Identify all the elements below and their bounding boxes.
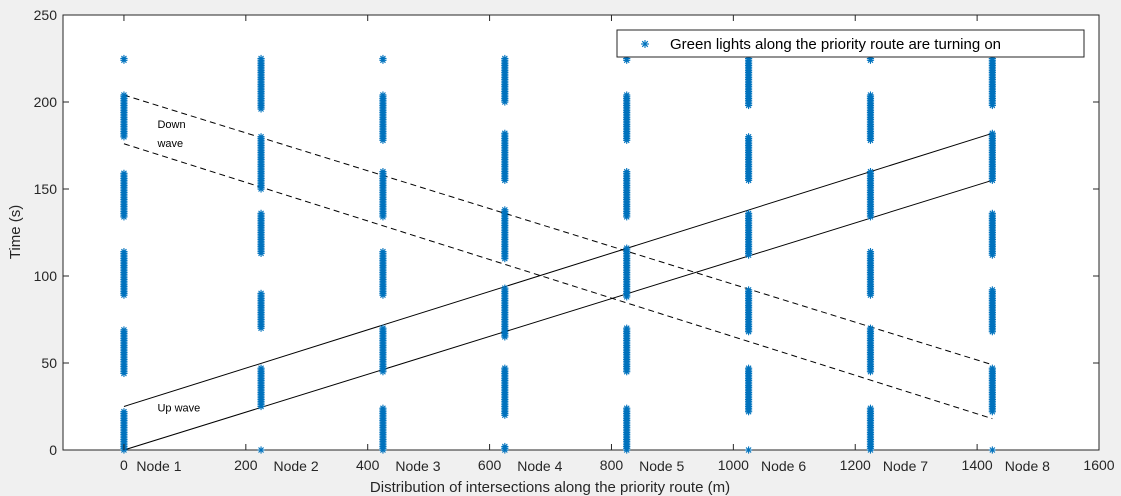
node-label: Node 7 [883,458,928,474]
node-label: Node 3 [395,458,440,474]
green-light-marker [623,324,631,332]
green-light-marker [744,364,753,372]
x-tick-label: 0 [120,457,128,473]
up-wave-lower-line [123,179,993,451]
wave-annotation: Up wave [157,403,200,415]
wave-annotation: wave [156,138,183,150]
green-light-marker [379,324,387,332]
x-tick-label: 1000 [718,457,749,473]
green-light-marker [120,248,128,256]
green-light-marker [257,364,265,372]
green-light-marker [744,209,753,217]
legend-marker-star [641,40,649,48]
node-label: Node 6 [761,458,806,474]
green-light-marker [866,168,875,176]
green-light-marker [501,129,509,137]
green-light-marker [120,326,128,334]
green-light-marker [501,364,509,372]
green-light-marker [501,206,509,214]
green-light-marker [744,133,753,141]
green-light-marker [988,364,996,372]
green-light-marker [623,91,631,99]
green-light-marker [866,324,875,332]
y-tick-label: 50 [41,355,57,371]
green-light-marker [744,446,753,454]
green-light-marker [866,248,875,256]
axis-ticks-layer: 0 50 100 150 200 250 0 200 400 600 800 1000 1200 1400… [34,7,1115,474]
green-light-marker [866,91,875,99]
green-light-marker [501,284,509,292]
green-light-marker [379,248,387,256]
x-tick-label: 800 [600,457,624,473]
x-tick-label: 600 [478,457,502,473]
green-light-marker [379,168,387,176]
green-light-marker [866,404,875,412]
green-light-marker [988,209,996,217]
y-axis-title: Time (s) [7,205,24,259]
green-light-marker [988,286,996,294]
x-tick-label: 1600 [1083,457,1114,473]
green-light-marker [501,54,509,63]
x-tick-label: 1200 [840,457,871,473]
green-light-marker [257,289,265,297]
green-light-marker [744,286,753,294]
down-wave-lower-line [123,143,993,420]
green-light-markers-layer [120,54,996,454]
green-light-marker [379,91,387,99]
node-label: Node 4 [517,458,562,474]
node-label: Node 8 [1005,458,1050,474]
green-light-marker [988,129,996,137]
annotations-layer: Down wave Up wave [156,119,200,415]
green-light-marker [623,244,631,252]
wave-lines-layer [123,94,993,451]
y-tick-label: 250 [34,7,58,23]
green-light-marker [988,446,996,454]
x-tick-label: 400 [356,457,380,473]
up-wave-upper-line [123,132,993,407]
down-wave-upper-line [123,94,993,366]
node-label: Node 2 [273,458,318,474]
y-tick-label: 150 [34,181,58,197]
x-axis-title: Distribution of intersections along the … [370,479,730,496]
green-light-marker [623,168,631,176]
green-light-marker [257,133,265,141]
green-light-marker [257,209,265,217]
legend-box [616,29,1085,58]
green-light-marker [120,169,128,177]
green-light-marker [120,54,128,63]
plot-area [62,14,1100,451]
legend-entry-label: Green lights along the priority route ar… [670,36,1001,53]
green-light-marker [257,54,265,63]
green-light-marker [623,404,631,412]
node-label: Node 5 [639,458,684,474]
x-tick-label: 200 [234,457,258,473]
legend: Green lights along the priority route ar… [616,29,1085,58]
legend-marker-icon [641,40,649,48]
green-light-marker [257,446,265,454]
green-light-marker [120,408,128,416]
green-light-marker [501,442,509,451]
wave-annotation: Down [157,119,185,131]
green-light-marker [379,54,387,63]
y-tick-label: 0 [49,442,57,458]
y-tick-label: 100 [34,268,58,284]
green-light-marker [379,404,387,412]
y-tick-label: 200 [34,94,58,110]
x-tick-label: 1400 [962,457,993,473]
node-label: Node 1 [136,458,181,474]
green-light-marker [120,91,128,99]
